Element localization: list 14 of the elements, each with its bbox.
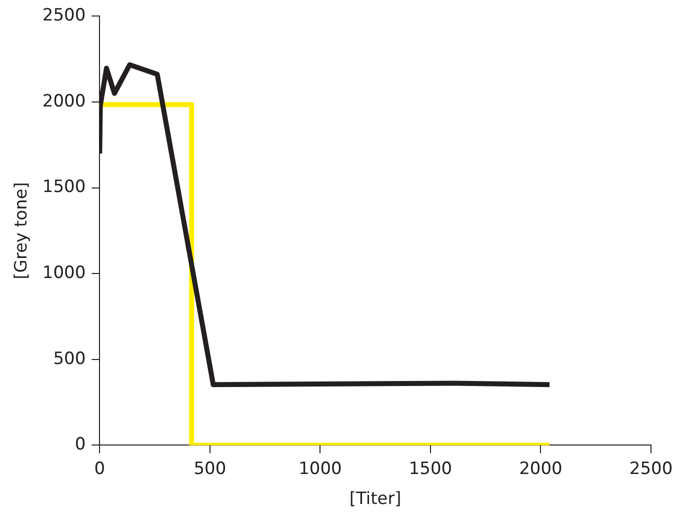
x-tick-label: 2500 [629, 458, 673, 479]
x-tick-label: 2000 [519, 458, 562, 479]
x-tick-label: 500 [194, 458, 226, 479]
x-tick-label: 0 [94, 458, 106, 479]
y-tick-label: 500 [53, 348, 86, 369]
x-tick-label: 1000 [298, 458, 342, 479]
x-tick-label: 1500 [408, 458, 452, 479]
y-tick-label: 2000 [42, 91, 86, 112]
x-axis-title: [Titer] [349, 489, 402, 510]
y-axis-title: [Grey tone] [12, 182, 32, 280]
y-tick-label: 1000 [42, 263, 86, 284]
y-tick-label: 0 [74, 434, 86, 455]
y-tick-label: 1500 [42, 177, 86, 198]
y-tick-label: 2500 [42, 6, 86, 26]
